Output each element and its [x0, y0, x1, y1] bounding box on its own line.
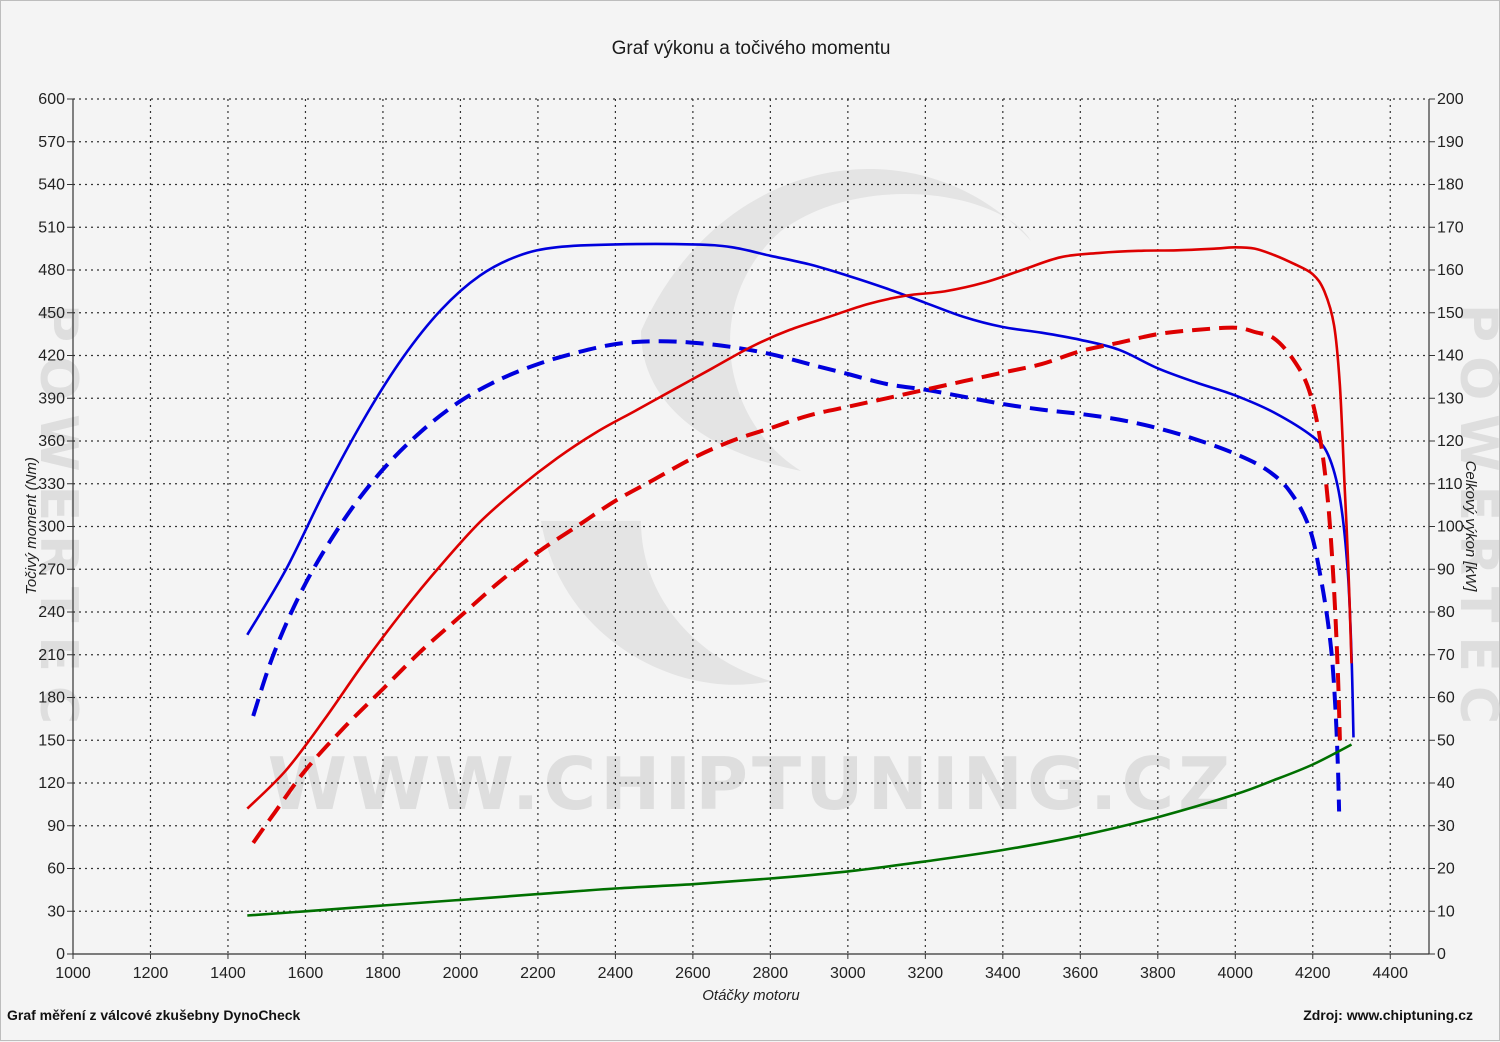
y-left-tick-label: 30 — [47, 903, 65, 920]
y-right-tick-label: 50 — [1437, 732, 1455, 749]
y-left-tick-label: 300 — [38, 519, 65, 536]
y-right-tick-label: 190 — [1437, 134, 1464, 151]
y-right-tick-label: 40 — [1437, 775, 1455, 792]
y-right-tick-label: 20 — [1437, 861, 1455, 878]
y-right-tick-label: 170 — [1437, 219, 1464, 236]
y-left-tick-label: 540 — [38, 177, 65, 194]
x-tick-label: 3800 — [1140, 965, 1176, 982]
y-right-tick-label: 180 — [1437, 177, 1464, 194]
x-tick-label: 2600 — [675, 965, 711, 982]
watermark-side-left: POWERTEC — [28, 304, 88, 738]
y-left-tick-label: 270 — [38, 561, 65, 578]
footer-right: Zdroj: www.chiptuning.cz — [1303, 1007, 1473, 1023]
x-tick-label: 2800 — [753, 965, 789, 982]
y-left-tick-label: 480 — [38, 262, 65, 279]
watermark-layer: POWERTEC POWERTEC WWW.CHIPTUNING.CZ — [28, 169, 1500, 826]
y-left-tick-label: 150 — [38, 732, 65, 749]
y-left-tick-label: 0 — [56, 946, 65, 963]
x-tick-label: 1000 — [55, 965, 91, 982]
series-layer — [246, 242, 1355, 917]
series-line-5 — [247, 743, 1353, 917]
y-axis-right-title: Celkový výkon [kW] — [1462, 461, 1479, 593]
y-left-tick-label: 570 — [38, 134, 65, 151]
x-tick-label: 4200 — [1295, 965, 1331, 982]
y-left-tick-label: 240 — [38, 604, 65, 621]
y-left-tick-label: 510 — [38, 219, 65, 236]
series-line-2 — [251, 339, 1342, 812]
watermark-url: WWW.CHIPTUNING.CZ — [268, 742, 1235, 826]
x-axis-title: Otáčky motoru — [702, 987, 800, 1004]
y-right-tick-label: 90 — [1437, 561, 1455, 578]
x-tick-label: 2000 — [443, 965, 479, 982]
series-line-4 — [251, 325, 1342, 845]
x-tick-label: 3000 — [830, 965, 866, 982]
x-tick-label: 1400 — [210, 965, 246, 982]
y-left-tick-label: 360 — [38, 433, 65, 450]
series-line-1 — [246, 242, 1355, 738]
y-right-tick-label: 160 — [1437, 262, 1464, 279]
y-right-tick-label: 130 — [1437, 390, 1464, 407]
footer-left: Graf měření z válcové zkušebny DynoCheck — [7, 1007, 301, 1023]
y-right-tick-label: 80 — [1437, 604, 1455, 621]
y-left-tick-label: 180 — [38, 690, 65, 707]
x-tick-label: 3400 — [985, 965, 1021, 982]
y-right-tick-label: 10 — [1437, 903, 1455, 920]
y-right-tick-label: 100 — [1437, 519, 1464, 536]
watermark-logo-shape — [641, 169, 1031, 471]
x-tick-label: 4000 — [1217, 965, 1253, 982]
x-tick-label: 1600 — [288, 965, 324, 982]
x-tick-label: 1200 — [133, 965, 169, 982]
watermark-side-right: POWERTEC — [1448, 304, 1500, 738]
y-left-tick-label: 90 — [47, 818, 65, 835]
y-left-tick-label: 60 — [47, 861, 65, 878]
y-left-tick-label: 210 — [38, 647, 65, 664]
y-left-tick-label: 390 — [38, 390, 65, 407]
y-right-tick-label: 140 — [1437, 348, 1464, 365]
y-left-tick-label: 120 — [38, 775, 65, 792]
y-right-tick-label: 150 — [1437, 305, 1464, 322]
tick-labels: 1000 1200 1400 1600 1800 2000 2200 2400 2600 2800… — [38, 91, 1464, 982]
y-left-tick-label: 420 — [38, 348, 65, 365]
grid-layer — [73, 98, 1429, 954]
x-tick-label: 4400 — [1372, 965, 1408, 982]
x-tick-label: 2400 — [598, 965, 634, 982]
y-left-tick-label: 450 — [38, 305, 65, 322]
y-right-tick-label: 70 — [1437, 647, 1455, 664]
y-right-tick-label: 120 — [1437, 433, 1464, 450]
y-right-tick-label: 30 — [1437, 818, 1455, 835]
watermark-logo-shape-lower — [541, 521, 771, 685]
y-left-tick-label: 330 — [38, 476, 65, 493]
y-right-tick-label: 200 — [1437, 91, 1464, 108]
y-left-tick-label: 600 — [38, 91, 65, 108]
y-right-tick-label: 0 — [1437, 946, 1446, 963]
x-tick-label: 1800 — [365, 965, 401, 982]
y-axis-left-title: Točivý moment (Nm) — [23, 457, 40, 595]
y-right-tick-label: 110 — [1437, 476, 1463, 493]
x-tick-label: 3200 — [908, 965, 944, 982]
chart-title: Graf výkonu a točivého momentu — [612, 38, 891, 59]
x-tick-label: 2200 — [520, 965, 556, 982]
x-tick-label: 3600 — [1063, 965, 1099, 982]
y-right-tick-label: 60 — [1437, 690, 1455, 707]
series-line-3 — [246, 246, 1353, 810]
